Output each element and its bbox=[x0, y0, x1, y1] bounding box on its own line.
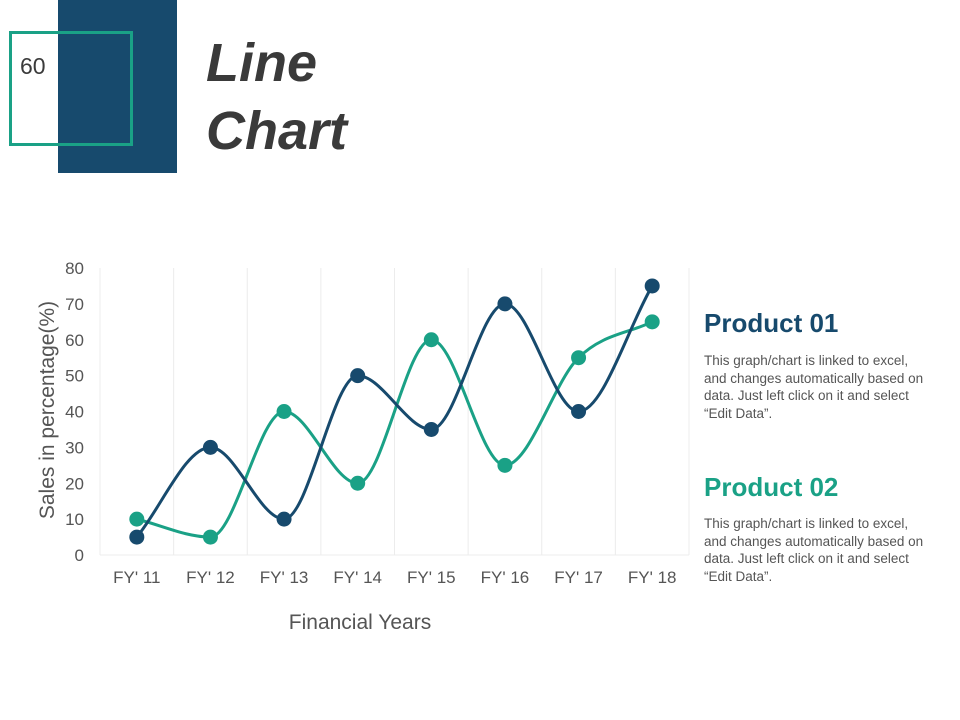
slide-title-line-2: Chart bbox=[206, 101, 348, 161]
x-tick-label: FY' 13 bbox=[260, 568, 309, 587]
legend-description-product-02: This graph/chart is linked to excel, and… bbox=[704, 516, 924, 584]
x-tick-label: FY' 17 bbox=[554, 568, 603, 587]
x-tick-label: FY' 18 bbox=[628, 568, 677, 587]
y-tick-label: 10 bbox=[65, 510, 84, 529]
legend-description-product-01: This graph/chart is linked to excel, and… bbox=[704, 353, 924, 421]
chart-series bbox=[129, 278, 660, 545]
data-point-product-01 bbox=[571, 404, 587, 419]
x-axis-ticks: FY' 11 FY' 12 FY' 13 FY' 14 FY' 15 FY' 16 FY' … bbox=[113, 568, 676, 587]
data-point-product-02 bbox=[644, 314, 660, 330]
y-tick-label: 0 bbox=[75, 546, 84, 565]
x-tick-label: FY' 15 bbox=[407, 568, 456, 587]
slide-number: 60 bbox=[20, 53, 46, 79]
data-point-product-02 bbox=[350, 475, 366, 491]
slide-title-line-1: Line bbox=[206, 33, 318, 93]
y-axis-title: Sales in percentage(%) bbox=[36, 301, 59, 519]
data-point-product-02 bbox=[423, 332, 439, 348]
slide-number-frame bbox=[9, 31, 133, 146]
data-point-product-01 bbox=[350, 368, 366, 384]
y-tick-label: 40 bbox=[65, 403, 84, 422]
legend-title-product-01: Product 01 bbox=[704, 308, 839, 338]
chart-grid bbox=[99, 268, 690, 556]
data-point-product-01 bbox=[129, 529, 145, 545]
data-point-product-01 bbox=[497, 296, 513, 312]
data-point-product-01 bbox=[423, 421, 439, 437]
x-tick-label: FY' 11 bbox=[113, 568, 160, 587]
y-tick-label: 50 bbox=[65, 367, 84, 386]
x-tick-label: FY' 16 bbox=[481, 568, 530, 587]
data-point-product-02 bbox=[276, 404, 292, 419]
data-point-product-02 bbox=[497, 457, 513, 473]
y-tick-label: 20 bbox=[65, 474, 84, 493]
data-point-product-01 bbox=[276, 511, 292, 527]
x-tick-label: FY' 14 bbox=[333, 568, 382, 587]
data-point-product-02 bbox=[571, 350, 587, 366]
y-tick-label: 60 bbox=[65, 331, 84, 350]
data-point-product-02 bbox=[202, 529, 218, 545]
y-axis-ticks: 0 10 20 30 40 50 60 70 80 bbox=[65, 259, 84, 565]
data-point-product-02 bbox=[129, 511, 145, 527]
y-tick-label: 30 bbox=[65, 438, 84, 457]
x-tick-label: FY' 12 bbox=[186, 568, 235, 587]
data-point-product-01 bbox=[202, 439, 218, 455]
x-axis-title: Financial Years bbox=[289, 611, 431, 634]
legend-title-product-02: Product 02 bbox=[704, 472, 839, 502]
y-tick-label: 80 bbox=[65, 259, 84, 278]
data-point-product-01 bbox=[644, 278, 660, 294]
y-tick-label: 70 bbox=[65, 295, 84, 314]
